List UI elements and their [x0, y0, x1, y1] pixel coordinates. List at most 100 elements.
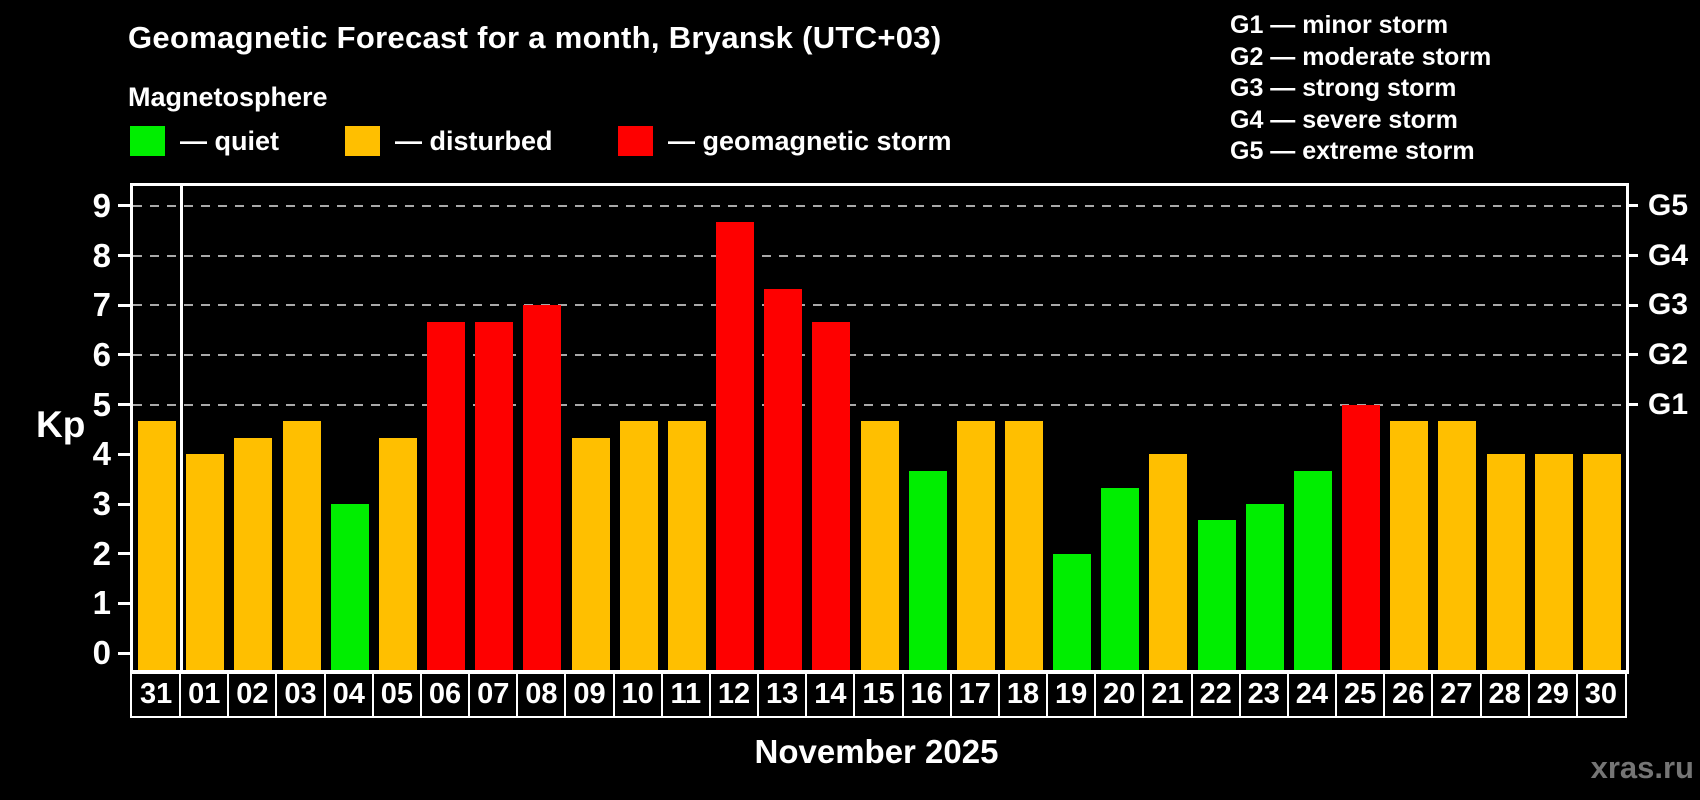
legend-label-quiet: — quiet [180, 125, 279, 156]
day-label-08: 08 [525, 677, 558, 710]
bar-day-14 [812, 321, 851, 671]
bar-day-23 [1245, 504, 1284, 671]
bar-day-17 [956, 421, 995, 671]
day-cell-border [1286, 672, 1289, 716]
g4-legend-line: G4 — severe storm [1230, 105, 1458, 134]
y-axis-tick-6 [118, 353, 130, 357]
y-axis-tick-1 [118, 601, 130, 605]
right-tick-label-g2: G2 [1648, 337, 1689, 371]
day-cell-border [708, 672, 711, 716]
day-label-25: 25 [1343, 677, 1377, 710]
day-label-26: 26 [1392, 677, 1425, 710]
legend-item-quiet: — quiet [130, 124, 279, 158]
day-cell-border [1238, 672, 1241, 716]
day-cell-border [516, 672, 519, 716]
y-tick-label-7: 7 [92, 286, 111, 324]
day-label-03: 03 [284, 677, 317, 710]
day-cell-border [1142, 672, 1145, 716]
y-axis-tick-4 [118, 452, 130, 456]
bar-day-04 [330, 504, 369, 671]
day-label-07: 07 [477, 677, 510, 710]
day-cell-border [757, 672, 760, 716]
y-axis-tick-2 [118, 552, 130, 556]
day-label-20: 20 [1103, 677, 1136, 710]
day-label-15: 15 [862, 677, 895, 710]
bar-day-19 [1053, 553, 1092, 671]
day-cell-border [1575, 672, 1578, 716]
g2-legend-line: G2 — moderate storm [1230, 42, 1492, 71]
right-tick-label-g4: G4 [1648, 238, 1689, 272]
right-axis-tick-g3 [1626, 303, 1638, 307]
day-cell-border [179, 672, 182, 716]
day-label-22: 22 [1199, 677, 1232, 710]
day-cell-border [323, 672, 326, 716]
day-cell-border [997, 672, 1000, 716]
right-tick-label-g3: G3 [1648, 288, 1689, 322]
bar-day-25 [1342, 404, 1381, 671]
y-axis-tick-5 [118, 403, 130, 407]
day-cell-border [1190, 672, 1193, 716]
bar-day-21 [1149, 454, 1188, 671]
day-cell-border [1335, 672, 1338, 716]
bar-day-06 [427, 321, 466, 671]
legend-label-storm: — geomagnetic storm [668, 125, 952, 156]
x-axis-title: November 2025 [754, 733, 999, 770]
x-axis-day-labels: 31 01 02 03 04 05 06 07 08 09 10 11 12 13 14 15 16 17 18 19… [130, 670, 1627, 718]
y-tick-label-6: 6 [92, 335, 111, 373]
gridline-kp8 [133, 254, 1626, 257]
day-cell-border [901, 672, 904, 716]
day-label-16: 16 [910, 677, 943, 710]
legend-item-storm: — geomagnetic storm [618, 124, 952, 158]
bar-day-12 [716, 222, 755, 671]
y-tick-label-8: 8 [92, 236, 111, 274]
bar-day-24 [1293, 470, 1332, 671]
bar-day-29 [1534, 454, 1573, 671]
day-label-31: 31 [139, 677, 173, 710]
day-label-18: 18 [1006, 677, 1040, 710]
gridline-kp9 [133, 204, 1626, 207]
g5-legend-line: G5 — extreme storm [1230, 137, 1475, 165]
day-label-12: 12 [717, 677, 751, 710]
bar-day-27 [1438, 421, 1477, 671]
plot-area: 0 1 2 3 4 5 6 7 8 9 G1 G2 G3 G4 G5 [93, 183, 1688, 674]
y-axis-tick-9 [118, 204, 130, 208]
quiet-color-swatch [130, 126, 165, 156]
day-label-14: 14 [814, 677, 847, 710]
bar-day-15 [860, 421, 899, 671]
day-cell-border [805, 672, 808, 716]
day-cell-border [949, 672, 952, 716]
bar-day-20 [1101, 487, 1140, 671]
y-axis-tick-8 [118, 254, 130, 258]
day-label-27: 27 [1440, 677, 1473, 710]
day-label-09: 09 [573, 677, 606, 710]
day-label-24: 24 [1295, 677, 1329, 710]
bar-day-02 [234, 437, 273, 671]
y-axis-tick-3 [118, 502, 130, 506]
gridline-kp5 [133, 403, 1626, 406]
bar-day-07 [475, 321, 514, 671]
day-label-19: 19 [1055, 677, 1088, 710]
bar-day-05 [378, 437, 417, 671]
day-cell-border [612, 672, 615, 716]
month-separator-line [179, 186, 183, 671]
bar-day-31 [138, 421, 177, 671]
g3-legend-line: G3 — strong storm [1230, 74, 1457, 102]
bar-day-16 [908, 470, 947, 671]
right-axis-tick-g4 [1626, 254, 1638, 258]
bar-day-18 [1004, 421, 1043, 671]
bar-day-30 [1582, 454, 1621, 671]
watermark: xras.ru [1590, 750, 1694, 785]
g1-legend-line: G1 — minor storm [1230, 11, 1449, 39]
day-cell-border [371, 672, 374, 716]
day-label-10: 10 [621, 677, 654, 710]
right-tick-label-g1: G1 [1648, 387, 1689, 421]
y-tick-label-5: 5 [92, 385, 111, 423]
storm-color-swatch [618, 126, 653, 156]
g-scale-legend: G1 — minor storm G2 — moderate storm G3 … [1230, 10, 1491, 168]
legend-item-disturbed: — disturbed [345, 124, 553, 158]
day-cell-border [660, 672, 663, 716]
day-label-06: 06 [428, 677, 462, 710]
right-axis-tick-g2 [1626, 353, 1638, 357]
y-axis-tick-7 [118, 303, 130, 307]
